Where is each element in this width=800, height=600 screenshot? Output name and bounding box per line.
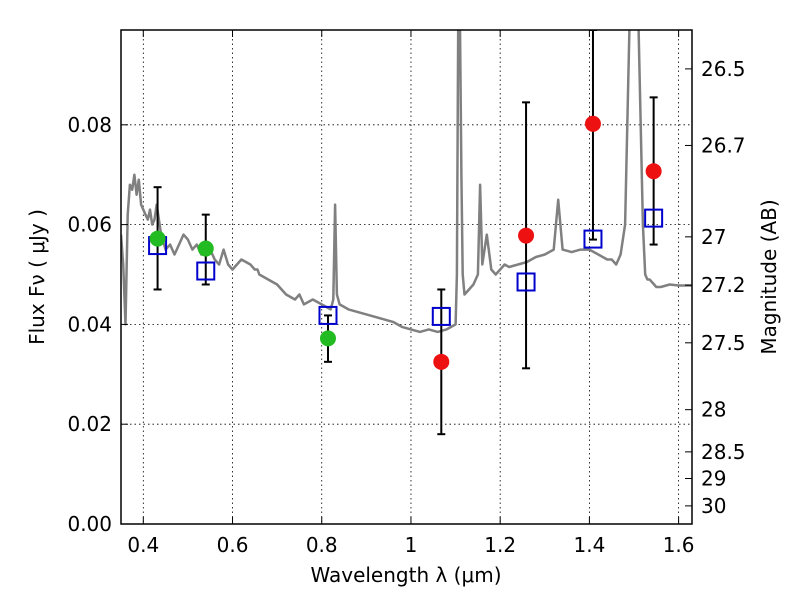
model-square: [516, 272, 536, 292]
magnitude-ticks: 26.5 26.7 27 27.2 27.5 28 28.529 30: [685, 57, 746, 518]
model-square: [644, 208, 664, 228]
y-tick-label: 0.00: [67, 512, 112, 536]
x-tick-label: 1.2: [484, 533, 516, 557]
nir-data-point: [584, 115, 601, 132]
magnitude-tick-label: 27.5: [701, 331, 746, 355]
nir-data-point: [645, 163, 662, 180]
nir-data-point: [518, 227, 535, 244]
magnitude-tick-label: 28.5: [701, 440, 746, 464]
y-tick-label: 0.04: [67, 312, 112, 336]
magnitude-axis-label: Magnitude (AB): [757, 199, 781, 354]
x-tick-label: 0.8: [306, 533, 338, 557]
y-tick-label: 0.08: [67, 113, 112, 137]
magnitude-tick-label: 26.7: [701, 133, 746, 157]
model-square: [318, 305, 338, 325]
model-square: [583, 229, 603, 249]
spectrum-line: [121, 30, 692, 334]
optical-data-point: [319, 330, 336, 347]
x-tick-label: 0.4: [127, 533, 159, 557]
x-tick-label: 1.6: [663, 533, 695, 557]
optical-data-point: [149, 230, 166, 247]
plot-frame: [120, 29, 693, 525]
y-ticks: 0.00 0.02 0.04 0.06 0.08: [67, 113, 128, 536]
x-tick-label: 1: [405, 533, 418, 557]
y-tick-label: 0.02: [67, 412, 112, 436]
x-ticks: 0.4 0.6 0.8 1 1.2 1.4 1.6: [127, 30, 695, 557]
x-axis-label: Wavelength λ (μm): [310, 563, 501, 587]
model-photometry-squares: [148, 208, 664, 326]
nir-data-point: [433, 353, 450, 370]
y-tick-label: 0.06: [67, 213, 112, 237]
magnitude-tick-label: 27.2: [701, 273, 746, 297]
magnitude-tick-label: 29: [701, 466, 726, 490]
error-bars: [153, 30, 658, 436]
magnitude-tick-label: 26.5: [701, 57, 746, 81]
model-spectrum: [121, 30, 692, 334]
x-tick-label: 0.6: [217, 533, 249, 557]
magnitude-tick-label: 30: [701, 494, 726, 518]
x-tick-label: 1.4: [573, 533, 605, 557]
magnitude-tick-label: 28: [701, 398, 726, 422]
y-axis-label: Flux Fν ( μJy ): [25, 209, 49, 345]
model-square: [431, 306, 451, 326]
observed-points: [149, 115, 662, 370]
magnitude-tick-label: 27: [701, 225, 726, 249]
optical-data-point: [197, 240, 214, 257]
model-square: [196, 261, 216, 281]
